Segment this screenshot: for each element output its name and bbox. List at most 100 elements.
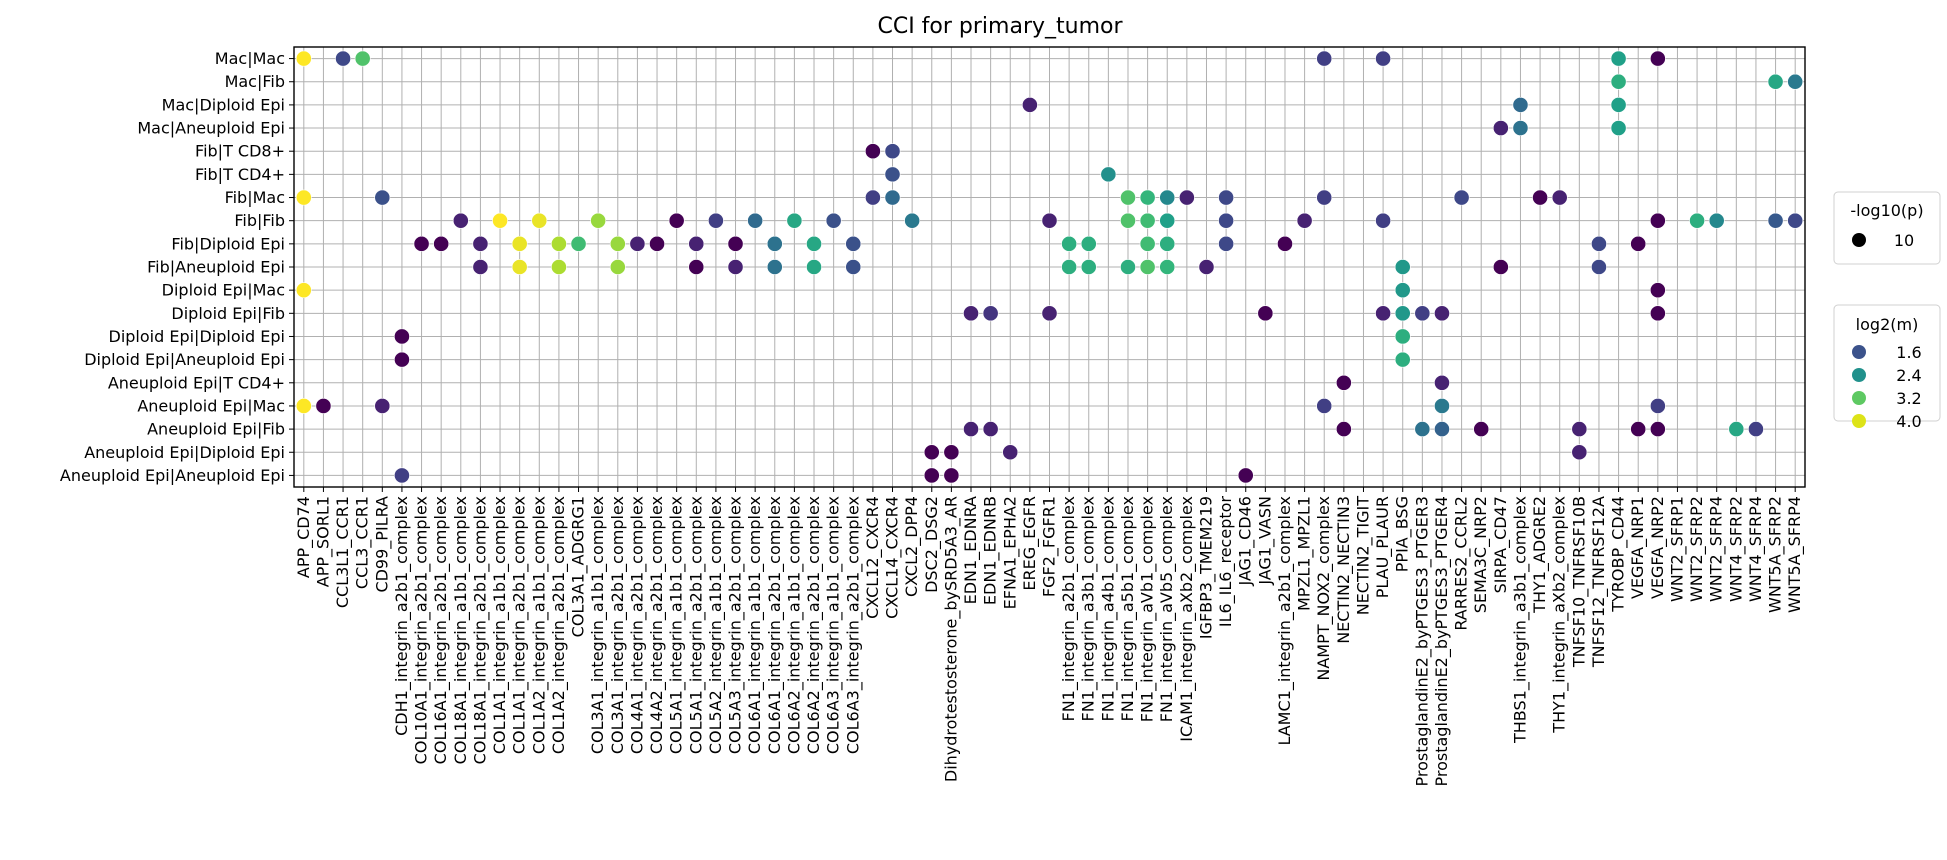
data-point xyxy=(1434,374,1450,391)
y-tick-label: Aneuploid Epi|Mac xyxy=(137,396,285,415)
x-tick-label: EDN1_EDNRB xyxy=(981,496,1001,605)
data-point xyxy=(472,259,489,275)
legend-size: -log10(p) 10 xyxy=(1833,191,1941,265)
data-point xyxy=(511,235,528,252)
data-point xyxy=(1041,305,1058,322)
data-point xyxy=(1630,421,1647,438)
data-point xyxy=(1591,259,1607,275)
x-tick-label: COL5A1_integrin_a1b1_complex xyxy=(667,496,687,754)
data-point xyxy=(1394,305,1411,322)
legend-color-label: 1.6 xyxy=(1896,343,1921,362)
data-point xyxy=(1159,212,1176,229)
x-tick-label: WNT5A_SFRP2 xyxy=(1766,496,1786,613)
legend-color-marker xyxy=(1852,414,1866,428)
data-point xyxy=(1237,467,1254,484)
legend-color-label: 3.2 xyxy=(1896,389,1921,408)
data-point xyxy=(492,212,508,229)
data-point xyxy=(766,235,783,252)
x-tick-label: FN1_integrin_aVb1_complex xyxy=(1138,496,1158,722)
data-point xyxy=(1649,212,1666,229)
x-tick-label: JAG1_CD46 xyxy=(1236,496,1256,587)
y-tick-label: Mac|Mac xyxy=(215,49,285,68)
data-point xyxy=(394,328,410,345)
data-point xyxy=(1434,398,1450,414)
data-point xyxy=(629,235,646,252)
data-point xyxy=(845,235,862,252)
data-point xyxy=(472,235,489,252)
x-tick-label: THBS1_integrin_a3b1_complex xyxy=(1510,496,1530,744)
data-point xyxy=(668,212,685,229)
x-tick-label: FN1_integrin_a5b1_complex xyxy=(1118,496,1138,722)
x-tick-label: COL6A2_integrin_a1b1_complex xyxy=(784,496,804,754)
data-point xyxy=(1394,328,1411,345)
x-tick-label: THY1_integrin_aXb2_complex xyxy=(1550,496,1570,734)
data-point xyxy=(315,398,332,414)
data-point xyxy=(590,212,607,229)
y-tick-label: Aneuploid Epi|Diploid Epi xyxy=(84,443,285,462)
data-point xyxy=(1375,50,1391,67)
data-point xyxy=(825,212,842,229)
data-point xyxy=(1375,212,1391,229)
data-point xyxy=(1120,212,1136,229)
x-tick-label: WNT2_SFRP4 xyxy=(1707,496,1727,602)
x-tick-label: NAMPT_NOX2_complex xyxy=(1314,496,1334,681)
data-point xyxy=(354,50,371,67)
x-tick-label: CXCL12_CXCR4 xyxy=(863,496,883,619)
data-point xyxy=(1041,212,1058,229)
y-tick-label: Fib|T CD4+ xyxy=(195,165,285,184)
data-point xyxy=(394,467,410,484)
data-point xyxy=(335,50,351,67)
x-tick-label: WNT5A_SFRP4 xyxy=(1785,496,1805,613)
y-tick-label: Diploid Epi|Aneuploid Epi xyxy=(84,350,285,369)
data-point xyxy=(1139,259,1156,275)
data-point xyxy=(1532,189,1548,206)
data-point xyxy=(1394,259,1411,275)
x-tick-label: ProstaglandinE2_byPTGES3_PTGER4 xyxy=(1432,496,1452,787)
data-point xyxy=(1610,120,1627,136)
chart-title: CCI for primary_tumor xyxy=(877,14,1123,39)
x-tick-label: APP_CD74 xyxy=(294,496,314,578)
x-tick-label: COL6A1_integrin_a2b1_complex xyxy=(765,496,785,754)
data-point xyxy=(1218,212,1235,229)
data-point xyxy=(1296,212,1313,229)
data-point xyxy=(982,305,999,322)
data-point xyxy=(1100,166,1117,183)
legend-color-marker xyxy=(1852,391,1866,405)
data-point xyxy=(884,166,901,183)
x-tick-label: COL18A1_integrin_a1b1_complex xyxy=(451,496,471,764)
x-tick-label: ProstaglandinE2_byPTGES3_PTGER3 xyxy=(1412,496,1432,787)
data-point xyxy=(1492,259,1509,275)
y-tick-label: Fib|Mac xyxy=(225,188,285,207)
data-point xyxy=(963,421,979,438)
data-point xyxy=(1061,235,1078,252)
data-point xyxy=(1002,444,1019,461)
x-tick-label: CCL3L1_CCR1 xyxy=(333,496,353,608)
x-tick-label: PPIA_BSG xyxy=(1393,496,1413,572)
x-tick-label: CXCL2_DPP4 xyxy=(902,496,922,597)
data-point xyxy=(1748,421,1764,438)
y-tick-label: Aneuploid Epi|Aneuploid Epi xyxy=(60,466,285,485)
x-tick-label: FN1_integrin_a2b1_complex xyxy=(1059,496,1079,722)
data-point xyxy=(1021,96,1038,113)
legend-color: log2(m) 1.6 2.4 3.2 4.0 xyxy=(1833,304,1941,431)
x-tick-label: COL3A1_integrin_a2b1_complex xyxy=(608,496,628,754)
x-tick-label: VEGFA_NRP1 xyxy=(1628,496,1648,599)
data-point xyxy=(1316,50,1333,67)
data-point xyxy=(845,259,862,275)
data-point xyxy=(1512,96,1529,113)
x-tick-label: COL6A3_integrin_a2b1_complex xyxy=(843,496,863,754)
data-point xyxy=(923,467,940,484)
data-point xyxy=(806,235,822,252)
data-point xyxy=(864,143,881,160)
x-tick-label: FN1_integrin_a3b1_complex xyxy=(1079,496,1099,722)
x-tick-label: Dihydrotestosterone_bySRD5A3_AR xyxy=(941,496,961,782)
data-point xyxy=(1649,305,1666,322)
data-point xyxy=(551,235,567,252)
data-point xyxy=(413,235,430,252)
data-point xyxy=(923,444,940,461)
data-point xyxy=(1649,282,1666,299)
data-point xyxy=(864,189,881,206)
data-point xyxy=(786,212,803,229)
data-point xyxy=(1649,421,1666,438)
